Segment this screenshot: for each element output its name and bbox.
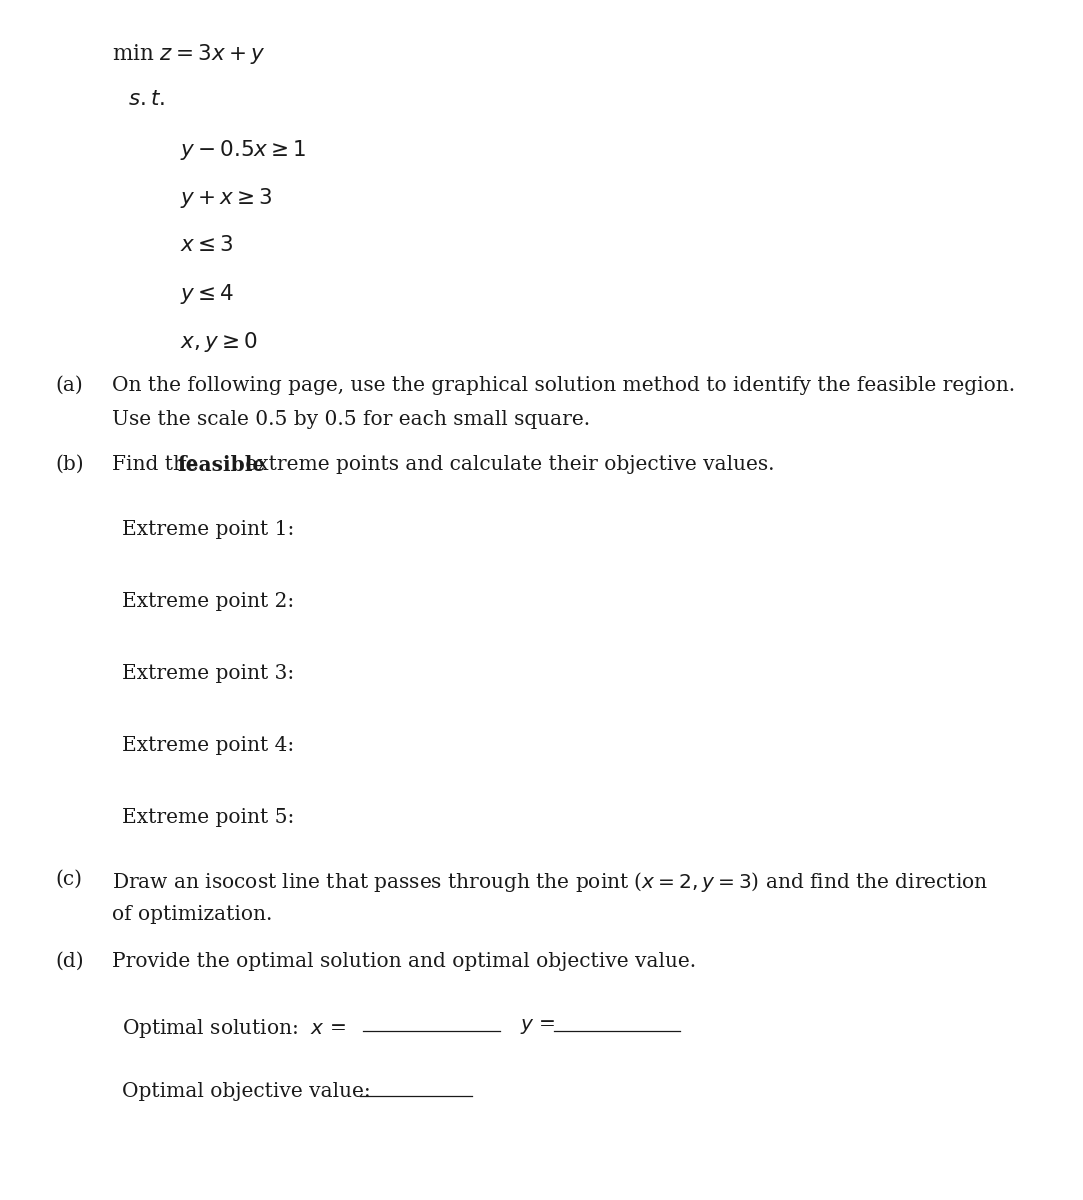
Text: Use the scale 0.5 by 0.5 for each small square.: Use the scale 0.5 by 0.5 for each small … (112, 410, 590, 428)
Text: (d): (d) (55, 952, 83, 971)
Text: Provide the optimal solution and optimal objective value.: Provide the optimal solution and optimal… (112, 952, 696, 971)
Text: (b): (b) (55, 455, 83, 474)
Text: $y$ =: $y$ = (520, 1018, 556, 1036)
Text: Extreme point 3:: Extreme point 3: (122, 664, 295, 683)
Text: of optimization.: of optimization. (112, 905, 273, 924)
Text: Optimal objective value:: Optimal objective value: (122, 1082, 370, 1102)
Text: Extreme point 5:: Extreme point 5: (122, 808, 295, 827)
Text: $x, y \geq 0$: $x, y \geq 0$ (180, 330, 258, 354)
Text: On the following page, use the graphical solution method to identify the feasibl: On the following page, use the graphical… (112, 376, 1015, 395)
Text: min $z = 3x + y$: min $z = 3x + y$ (112, 42, 265, 66)
Text: Draw an isocost line that passes through the point ($x = 2, y = 3$) and find the: Draw an isocost line that passes through… (112, 870, 988, 894)
Text: $y + x \geq 3$: $y + x \geq 3$ (180, 186, 273, 210)
Text: Extreme point 1:: Extreme point 1: (122, 520, 295, 539)
Text: Extreme point 2:: Extreme point 2: (122, 592, 295, 611)
Text: $s.t.$: $s.t.$ (128, 88, 165, 110)
Text: extreme points and calculate their objective values.: extreme points and calculate their objec… (239, 455, 774, 474)
Text: (a): (a) (55, 376, 82, 395)
Text: Optimal solution:  $x$ =: Optimal solution: $x$ = (122, 1018, 345, 1040)
Text: Extreme point 4:: Extreme point 4: (122, 736, 295, 755)
Text: $y \leq 4$: $y \leq 4$ (180, 282, 234, 306)
Text: Find the: Find the (112, 455, 205, 474)
Text: $x \leq 3$: $x \leq 3$ (180, 234, 234, 256)
Text: (c): (c) (55, 870, 82, 889)
Text: $y - 0.5x \geq 1$: $y - 0.5x \geq 1$ (180, 138, 306, 162)
Text: feasible: feasible (177, 455, 265, 475)
